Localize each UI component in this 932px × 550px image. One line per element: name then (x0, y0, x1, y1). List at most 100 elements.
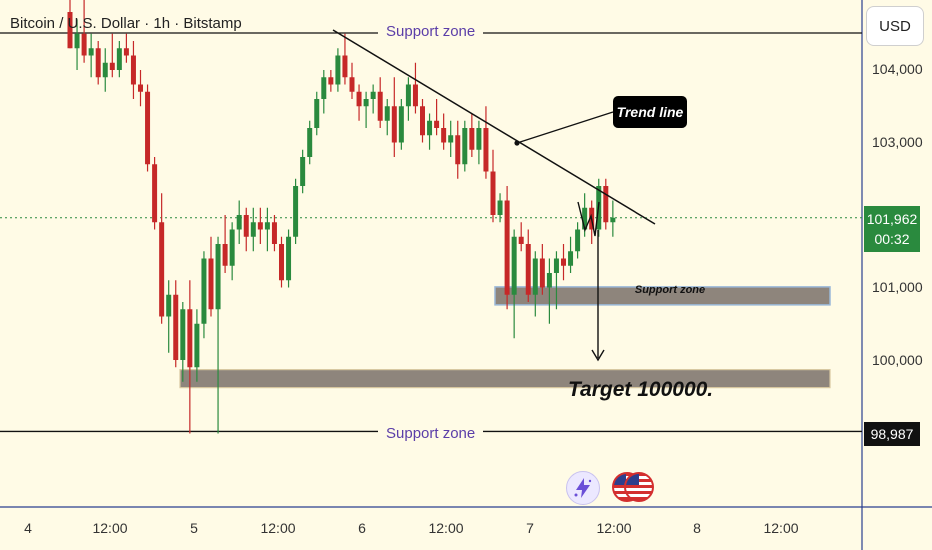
candle-body (279, 244, 284, 281)
candle-body (109, 62, 115, 70)
candle-body (250, 222, 256, 237)
candle-body (208, 258, 214, 310)
x-tick-label: 6 (358, 520, 366, 536)
candle-body (356, 91, 362, 107)
target-label: Target 100000. (568, 378, 714, 401)
candle-body (405, 84, 411, 107)
candle-body (349, 77, 355, 92)
candle-body (568, 251, 574, 266)
candle-body (363, 99, 369, 107)
candle-body (377, 91, 383, 121)
candle-body (152, 164, 158, 223)
trend-line (332, 29, 656, 225)
x-tick-label: 7 (526, 520, 534, 536)
x-tick-label: 12:00 (260, 520, 296, 536)
candle-body (610, 217, 616, 223)
trend-callout-connector (516, 111, 614, 144)
candle-body (88, 48, 94, 56)
y-tick-label: 103,000 (872, 134, 923, 150)
candle-body (448, 135, 454, 143)
candle-body (166, 294, 172, 317)
candle-body (138, 84, 143, 92)
candle-body (257, 222, 263, 230)
candle-body (518, 236, 524, 244)
candle-body (539, 258, 545, 288)
candle-body (469, 128, 475, 150)
candle-body (102, 62, 108, 78)
candle-body (264, 222, 270, 230)
candle-body (130, 55, 136, 85)
candle-body (561, 258, 566, 266)
target-zone-box (179, 369, 831, 389)
projection-zigzag (577, 201, 600, 237)
trend-line-callout[interactable]: Trend line (613, 96, 687, 128)
candle-body (603, 186, 609, 223)
candle-body (546, 273, 552, 288)
candle-body (159, 222, 165, 317)
lightning-icon[interactable] (566, 471, 600, 505)
x-tick-label: 8 (693, 520, 701, 536)
candle-body (215, 244, 221, 310)
candle-body (391, 106, 397, 143)
candle-body (74, 33, 80, 49)
candle-body (194, 323, 200, 368)
candle-body (504, 200, 510, 295)
x-tick-label: 12:00 (92, 520, 128, 536)
us-flag-icon[interactable] (612, 470, 654, 504)
candle-body (201, 258, 207, 324)
support-zone-label-bottom: Support zone (378, 425, 484, 442)
candle-body (187, 309, 193, 368)
candle-body (293, 186, 299, 237)
current-price: 101,962 (866, 211, 918, 227)
target-arrow-head (591, 349, 605, 362)
support-zone-box-label: Support zone (634, 284, 706, 296)
candle-body (123, 48, 129, 56)
currency-button[interactable]: USD (866, 6, 924, 46)
candle-body (335, 55, 341, 85)
candle-body (412, 84, 418, 107)
candle-body (116, 48, 122, 70)
candle-body (321, 77, 327, 99)
candle-body (222, 244, 228, 266)
candle-body (525, 244, 531, 295)
candle-body (307, 128, 313, 157)
support-zone-box (494, 286, 831, 306)
candle-body (455, 135, 461, 165)
x-tick-label: 4 (24, 520, 32, 536)
trend-anchor-dot (514, 140, 520, 146)
candle-body (441, 128, 447, 143)
low-price-tag: 98,987 (864, 422, 920, 446)
y-tick-label: 101,000 (872, 279, 923, 295)
candle-body (328, 77, 334, 85)
candle-body (173, 294, 179, 360)
candle-body (427, 120, 433, 136)
candle-body (490, 171, 496, 215)
candle-body (370, 91, 376, 99)
support-zone-label-top: Support zone (378, 23, 484, 40)
candle-body (398, 106, 404, 143)
y-tick-label: 100,000 (872, 352, 923, 368)
candle-body (271, 222, 277, 244)
candle-body (434, 120, 440, 128)
candle-body (95, 48, 101, 78)
x-tick-label: 12:00 (428, 520, 464, 536)
candle-body (532, 258, 538, 295)
candle-body (314, 99, 320, 128)
candle-body (497, 200, 503, 215)
candle-body (243, 215, 249, 237)
candle-body (384, 106, 390, 121)
candle-body (575, 229, 581, 252)
candle-body (67, 12, 73, 49)
candle-countdown: 00:32 (874, 231, 910, 247)
candle-body (180, 309, 186, 360)
x-tick-label: 12:00 (596, 520, 632, 536)
x-tick-label: 12:00 (763, 520, 799, 536)
candle-body (511, 236, 517, 295)
candle-body (342, 55, 348, 78)
candle-body (236, 215, 242, 230)
candle-body (476, 128, 482, 150)
y-tick-label: 104,000 (872, 61, 923, 77)
current-price-tag: 101,962 00:32 (864, 206, 920, 252)
